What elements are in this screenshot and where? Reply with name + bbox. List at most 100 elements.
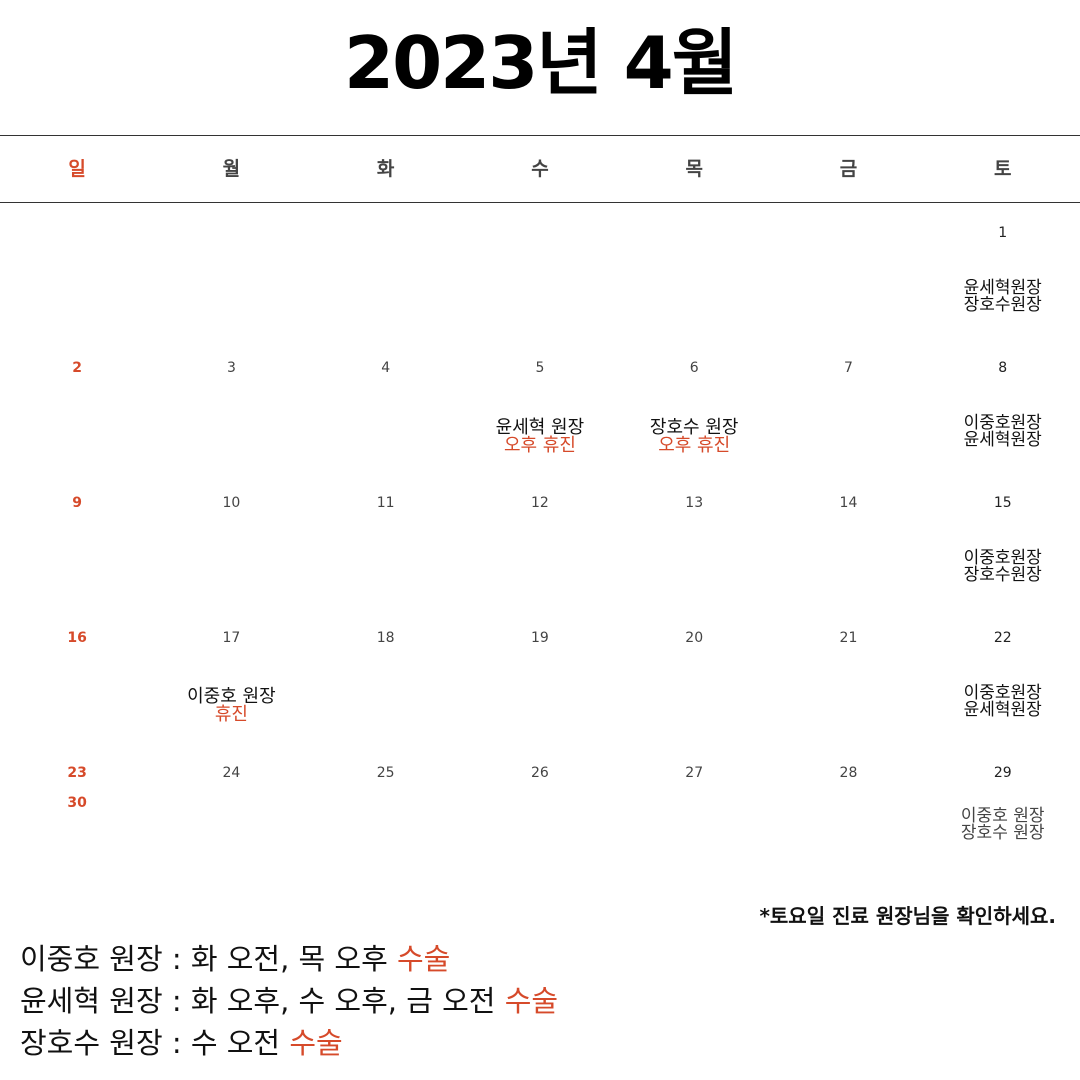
calendar-week: 9 10 11 12 13 14 15 이중호원장 장호수원장 [0,473,1080,608]
day-cell: 1 윤세혁원장 장호수원장 [926,203,1080,338]
calendar-week: 16 17 이중호 원장 휴진 18 19 20 21 22 이중호원장 윤세혁… [0,608,1080,743]
day-cell: 3 [154,338,308,473]
day-number: 16 [67,630,87,646]
day-cell: 14 [771,473,925,608]
saturday-doctor: 장호수 원장 [960,823,1045,843]
closure-status: 휴진 [214,704,248,725]
closure-doctor: 윤세혁 원장 [495,417,585,438]
day-cell: 11 [309,473,463,608]
closure-note: 이중호 원장 휴진 [154,688,308,724]
page-title: 2023년 4월 [343,21,738,105]
legend-line: 이중호 원장 : 화 오전, 목 오후 수술 [20,938,558,980]
day-number: 22 [993,630,1012,646]
day-cell: 20 [617,608,771,743]
day-cell: 13 [617,473,771,608]
closure-status: 오후 휴진 [658,435,731,456]
legend-schedule: 이중호 원장 : 화 오전, 목 오후 [20,942,388,976]
legend-surgery-label: 수술 [397,942,451,976]
calendar-week: 23 30 24 25 26 27 28 29 이중호 원장 장호수 원장 [0,743,1080,863]
day-cell: 28 [771,743,925,863]
calendar-week: 1 윤세혁원장 장호수원장 [0,203,1080,338]
day-cell: 23 30 [0,743,154,863]
day-cell: 8 이중호원장 윤세혁원장 [926,338,1080,473]
closure-doctor: 장호수 원장 [649,417,739,438]
day-number: 29 [993,765,1012,781]
day-cell: 4 [309,338,463,473]
day-cell [463,203,617,338]
saturday-doctors: 이중호원장 윤세혁원장 [926,415,1080,449]
saturday-doctor: 장호수원장 [963,565,1042,585]
day-number: 28 [839,765,858,781]
legend-surgery-label: 수술 [504,984,559,1018]
day-cell: 22 이중호원장 윤세혁원장 [926,608,1080,743]
weekday-wed: 수 [531,158,549,180]
day-cell [309,203,463,338]
saturday-doctor: 장호수원장 [963,295,1042,315]
weekday-thu: 목 [685,158,703,180]
saturday-doctor: 윤세혁원장 [963,430,1042,450]
calendar-grid: 1 윤세혁원장 장호수원장 2 3 4 5 윤세혁 원장 오후 휴진 6 장호수… [0,203,1080,863]
day-cell: 5 윤세혁 원장 오후 휴진 [463,338,617,473]
day-cell [771,203,925,338]
calendar-week: 2 3 4 5 윤세혁 원장 오후 휴진 6 장호수 원장 오후 휴진 7 8 … [0,338,1080,473]
day-number: 25 [376,765,395,781]
day-cell: 17 이중호 원장 휴진 [154,608,308,743]
day-cell: 2 [0,338,154,473]
day-number: 9 [72,495,82,511]
day-cell [0,203,154,338]
saturday-doctor: 이중호원장 [963,683,1042,703]
saturday-footnote: *토요일 진료 원장님을 확인하세요. [759,904,1056,928]
legend-line: 장호수 원장 : 수 오전 수술 [20,1022,558,1064]
day-number: 15 [993,495,1012,511]
legend-schedule: 장호수 원장 : 수 오전 [20,1026,281,1060]
weekday-tue: 화 [376,158,395,180]
day-number: 13 [685,495,704,511]
day-number: 1 [998,225,1008,241]
day-number: 18 [376,630,395,646]
day-cell: 18 [309,608,463,743]
day-number: 7 [844,360,853,376]
saturday-doctor: 이중호 원장 [960,806,1045,826]
day-number: 20 [685,630,704,646]
day-cell: 6 장호수 원장 오후 휴진 [617,338,771,473]
day-cell: 10 [154,473,308,608]
day-cell: 27 [617,743,771,863]
day-number: 17 [222,630,241,646]
day-cell: 26 [463,743,617,863]
header-top-rule [0,135,1080,136]
day-number: 11 [376,495,395,511]
day-cell [617,203,771,338]
closure-doctor: 이중호 원장 [187,686,276,707]
day-number: 27 [685,765,704,781]
legend-surgery-label: 수술 [289,1026,343,1060]
day-number: 5 [535,360,545,376]
day-number: 21 [839,630,858,646]
day-cell: 12 [463,473,617,608]
closure-status: 오후 휴진 [503,435,576,456]
closure-note: 윤세혁 원장 오후 휴진 [463,419,617,455]
day-number: 3 [226,360,236,376]
saturday-doctors: 이중호원장 장호수원장 [926,550,1080,584]
day-number: 26 [531,765,549,781]
closure-note: 장호수 원장 오후 휴진 [617,419,771,455]
weekday-sat: 토 [993,158,1012,180]
day-cell [154,203,308,338]
day-number: 2 [72,360,82,376]
day-cell: 15 이중호원장 장호수원장 [926,473,1080,608]
day-cell: 29 이중호 원장 장호수 원장 [926,743,1080,863]
day-cell: 19 [463,608,617,743]
weekday-header: 일 월 화 수 목 금 토 [0,136,1080,202]
saturday-doctors: 이중호 원장 장호수 원장 [926,808,1080,842]
surgery-legend: 이중호 원장 : 화 오전, 목 오후 수술 윤세혁 원장 : 화 오후, 수 … [20,938,558,1064]
day-number: 24 [222,765,241,781]
day-cell: 21 [771,608,925,743]
saturday-doctors: 윤세혁원장 장호수원장 [926,280,1080,314]
day-number: 23 [67,765,87,781]
day-cell: 16 [0,608,154,743]
day-number: 14 [839,495,858,511]
saturday-doctor: 이중호원장 [963,548,1042,568]
weekday-fri: 금 [839,158,858,180]
day-cell: 9 [0,473,154,608]
legend-line: 윤세혁 원장 : 화 오후, 수 오후, 금 오전 수술 [20,980,558,1022]
day-cell: 24 [154,743,308,863]
